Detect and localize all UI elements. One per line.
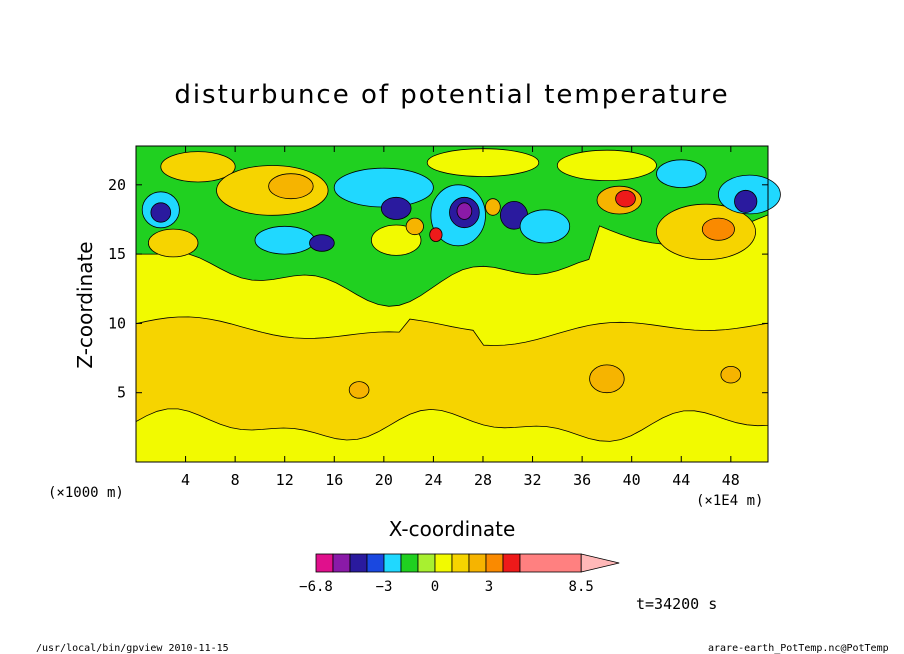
x-tick-label: 20: [375, 471, 393, 489]
x-tick-label: 40: [623, 471, 641, 489]
colorbar-label: 8.5: [569, 579, 594, 595]
x-axis: 4 8 12 16 20 24 28 32 36 40 44 48: [181, 146, 740, 489]
field-patch-22: [656, 159, 707, 189]
colorbar-label: 0: [431, 579, 439, 595]
field-patch-12: [380, 196, 412, 220]
footer-right: arare-earth_PotTemp.nc@PotTemp: [708, 643, 889, 654]
time-label: t=34200 s: [636, 595, 717, 613]
x-tick-label: 44: [672, 471, 690, 489]
chart-title: disturbunce of potential temperature: [174, 80, 729, 110]
field-patch-21: [734, 189, 758, 213]
x-tick-label: 28: [474, 471, 492, 489]
colorbar-label: 3: [485, 579, 493, 595]
colorbar-label: −3: [376, 579, 393, 595]
x-tick-label: 4: [181, 471, 190, 489]
x-tick-label: 12: [276, 471, 294, 489]
x-unit-right: (×1E4 m): [696, 493, 763, 509]
colorbar-swatch: [502, 553, 521, 573]
field-patch-11: [333, 167, 434, 208]
colorbar-swatch: [349, 553, 368, 573]
field-patch-0: [160, 151, 236, 183]
plot-area: [135, 145, 781, 463]
x-tick-label: 8: [231, 471, 240, 489]
colorbar-swatch: [417, 553, 436, 573]
colorbar: −6.8 −3 0 3 8.5: [299, 553, 620, 595]
field-patch-30: [348, 381, 370, 399]
colorbar-label: −6.8: [299, 579, 333, 595]
field-patch-2: [268, 173, 314, 200]
field-patch-28: [589, 364, 625, 394]
footer-left: /usr/local/bin/gpview 2010-11-15: [36, 643, 229, 654]
field-patch-10: [150, 202, 172, 223]
colorbar-swatch: [468, 553, 487, 573]
x-tick-label: 16: [325, 471, 343, 489]
colorbar-arrow: [580, 553, 620, 573]
y-axis: 5 10 15 20: [108, 176, 768, 402]
field-patch-15: [456, 202, 473, 220]
y-tick-label: 5: [117, 384, 126, 402]
colorbar-swatch: [451, 553, 470, 573]
x-tick-label: 48: [722, 471, 740, 489]
colorbar-swatch: [485, 553, 504, 573]
field-patch-3: [426, 148, 540, 177]
colorbar-swatch: [383, 553, 402, 573]
y-tick-label: 10: [108, 314, 126, 332]
field-patch-4: [556, 149, 657, 181]
field-patch-26: [485, 198, 501, 216]
field-patch-17: [519, 209, 571, 244]
colorbar-swatch: [366, 553, 385, 573]
x-axis-label: X-coordinate: [389, 517, 516, 541]
colorbar-swatch: [332, 553, 351, 573]
colorbar-swatch: [400, 553, 419, 573]
colorbar-swatch: [434, 553, 453, 573]
colorbar-swatch: [315, 553, 334, 573]
field-patch-6: [701, 217, 735, 241]
field-patch-29: [720, 366, 742, 384]
x-tick-label: 36: [573, 471, 591, 489]
field-patch-18: [254, 225, 315, 255]
field-patch-27: [429, 227, 443, 243]
field-patch-19: [309, 234, 335, 252]
y-tick-label: 15: [108, 245, 126, 263]
field-patch-25: [405, 217, 424, 236]
colorbar-swatch: [519, 553, 582, 573]
x-tick-label: 24: [424, 471, 442, 489]
x-tick-label: 32: [524, 471, 542, 489]
y-axis-label: Z-coordinate: [73, 241, 97, 368]
plot-frame: [135, 145, 769, 463]
y-tick-label: 20: [108, 176, 126, 194]
field-patch-7: [147, 228, 199, 258]
field-patch-24: [615, 189, 636, 208]
x-unit-left: (×1000 m): [48, 485, 124, 501]
